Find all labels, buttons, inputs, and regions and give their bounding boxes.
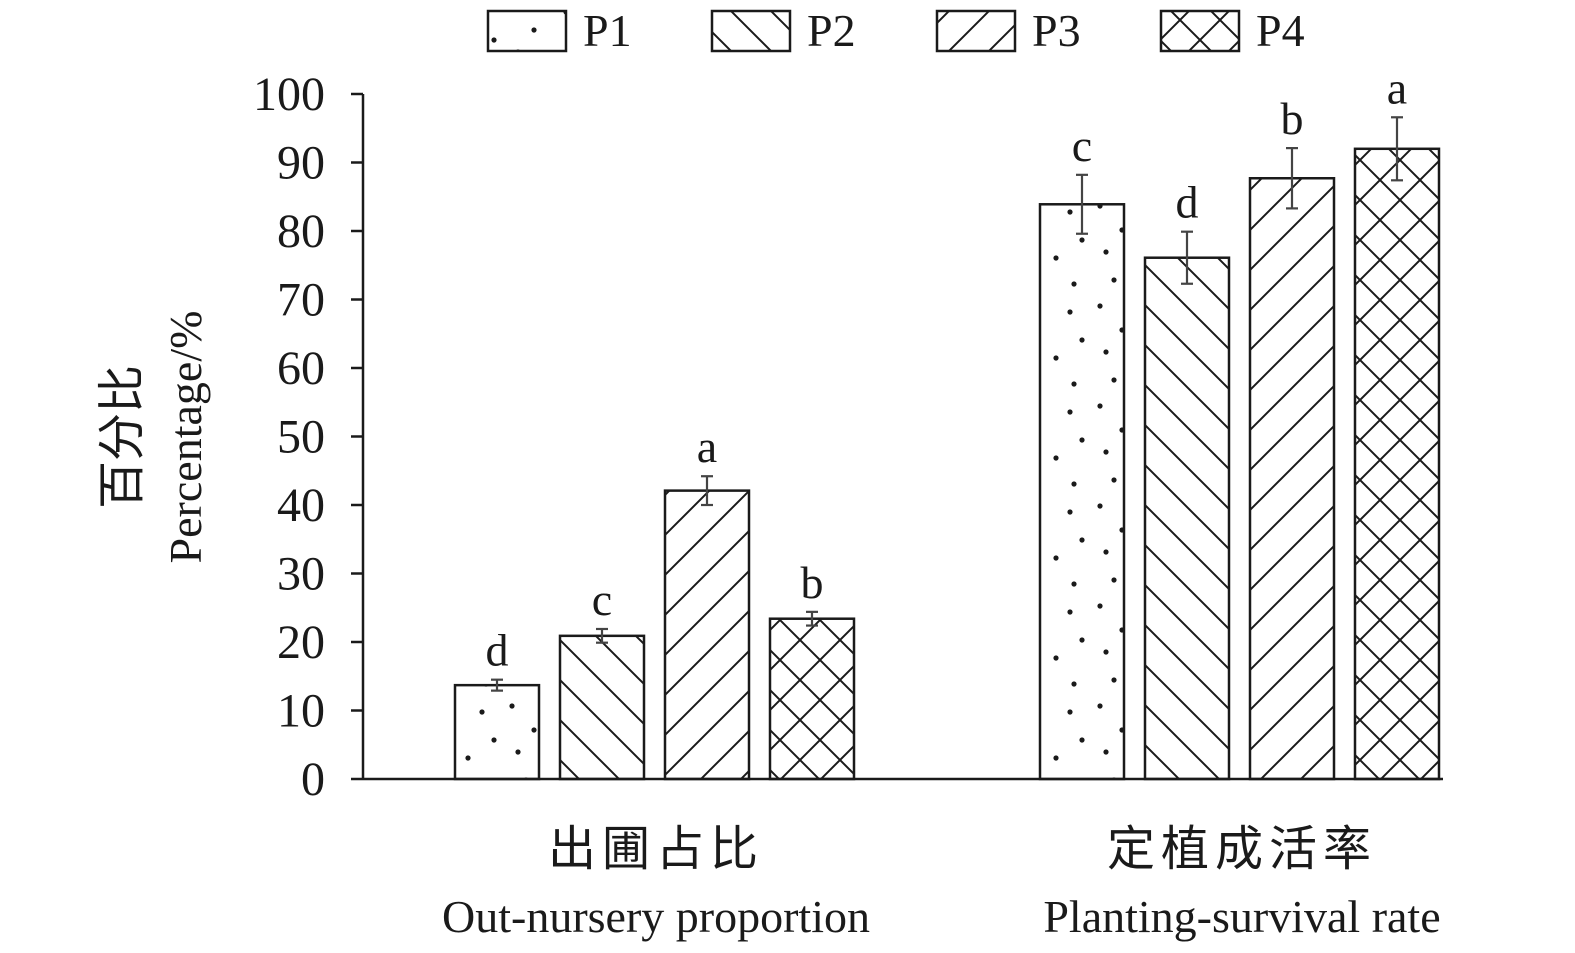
legend-item-p4: P4 — [1159, 5, 1305, 56]
significance-letter-p4-planting-survival: a — [1387, 62, 1407, 113]
y-tick-label-10: 10 — [277, 685, 325, 738]
legend: P1 P2 P3 P4 — [486, 5, 1305, 56]
y-tick-label-50: 50 — [277, 411, 325, 464]
bar-p2-planting-survival — [1143, 256, 1231, 781]
significance-letter-p1-out-nursery: d — [486, 625, 509, 676]
legend-label-p4: P4 — [1256, 5, 1305, 56]
legend-label-p2: P2 — [807, 5, 856, 56]
y-tick-label-0: 0 — [301, 753, 325, 806]
legend-swatch-p2 — [710, 9, 792, 53]
significance-letter-p1-planting-survival: c — [1072, 120, 1092, 171]
bar-p4-planting-survival — [1353, 147, 1441, 781]
significance-letter-p2-out-nursery: c — [592, 574, 612, 625]
significance-letter-p4-out-nursery: b — [801, 557, 824, 608]
y-tick-label-90: 90 — [277, 137, 325, 190]
bar-p3-planting-survival — [1248, 177, 1336, 781]
legend-label-p1: P1 — [583, 5, 632, 56]
y-tick-label-30: 30 — [277, 548, 325, 601]
bar-p1-out-nursery — [453, 683, 541, 781]
y-tick-label-100: 100 — [253, 68, 325, 121]
category-label-zh-out-nursery: 出圃占比 — [548, 823, 764, 876]
significance-letter-p3-out-nursery: a — [697, 421, 717, 472]
significance-letter-p3-planting-survival: b — [1281, 93, 1304, 144]
y-tick-label-70: 70 — [277, 274, 325, 327]
y-axis-title-zh: 百分比 — [96, 365, 149, 509]
x-axis-categories: 出圃占比 Out-nursery proportion 定植成活率 Planti… — [442, 823, 1441, 942]
error-bars — [491, 116, 1403, 692]
legend-swatch-p4 — [1159, 9, 1241, 53]
category-label-en-planting-survival: Planting-survival rate — [1043, 891, 1440, 942]
y-axis: 0 10 20 30 40 50 60 70 80 90 100 — [253, 68, 363, 806]
category-label-en-out-nursery: Out-nursery proportion — [442, 891, 870, 942]
significance-letter-p2-planting-survival: d — [1176, 177, 1199, 228]
y-tick-label-60: 60 — [277, 342, 325, 395]
y-tick-label-80: 80 — [277, 205, 325, 258]
significance-letters: d c c d a b b a — [486, 62, 1408, 675]
legend-item-p2: P2 — [710, 5, 856, 56]
y-tick-label-20: 20 — [277, 616, 325, 669]
bar-p1-planting-survival — [1038, 203, 1126, 781]
axes — [361, 94, 1443, 781]
y-axis-title: 百分比 Percentage/% — [96, 311, 211, 564]
legend-swatch-p1 — [486, 9, 568, 53]
y-tick-label-40: 40 — [277, 479, 325, 532]
legend-swatch-p3 — [935, 9, 1017, 53]
legend-item-p1: P1 — [486, 5, 632, 56]
category-label-zh-planting-survival: 定植成活率 — [1107, 823, 1377, 876]
y-axis-title-en: Percentage/% — [160, 311, 211, 564]
bar-p2-out-nursery — [558, 634, 646, 781]
bar-p4-out-nursery — [768, 617, 856, 781]
bars — [453, 147, 1441, 781]
legend-item-p3: P3 — [935, 5, 1081, 56]
legend-label-p3: P3 — [1032, 5, 1081, 56]
bar-p3-out-nursery — [663, 489, 751, 781]
